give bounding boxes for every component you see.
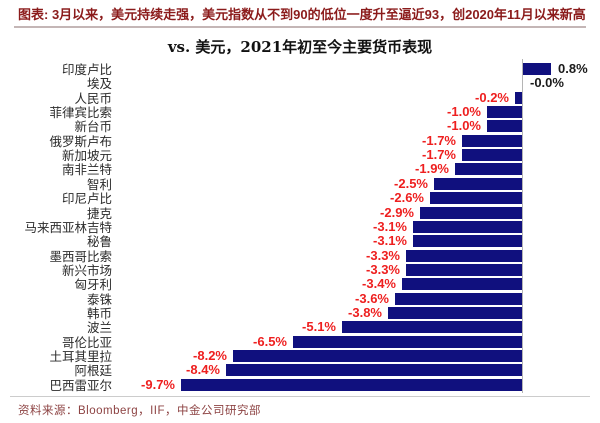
category-label: 阿根廷 [74,363,112,378]
category-label: 南非兰特 [61,162,112,177]
category-label: 新兴市场 [61,263,112,278]
bar [420,207,522,219]
caption-underline [14,26,586,28]
category-label: 人民币 [74,91,112,106]
bar [434,178,522,190]
category-label: 秘鲁 [86,234,112,249]
bar [413,235,522,247]
value-label: -1.7% [422,133,456,148]
value-label: -3.3% [366,248,400,263]
bar [487,106,522,118]
value-label: -3.3% [366,262,400,277]
value-label: -0.2% [475,90,509,105]
category-label: 印度卢比 [61,62,112,77]
category-label: 菲律宾比索 [49,105,112,120]
value-label: -9.7% [141,377,175,392]
value-label: -3.1% [373,233,407,248]
category-label: 埃及 [86,76,112,91]
value-label: -3.6% [355,291,389,306]
value-label: -1.0% [447,104,481,119]
bar [462,135,522,147]
source-note: 资料来源：Bloomberg，IIF，中金公司研究部 [18,405,262,417]
zero-axis-line [522,59,523,393]
category-label: 匈牙利 [74,277,112,292]
bar [406,250,522,262]
bar [226,364,522,376]
value-label: -1.7% [422,147,456,162]
chart-caption: 图表: 3月以来，美元持续走强，美元指数从不到90的低位一度升至逼近93，创20… [18,7,586,22]
bar [455,163,522,175]
value-label: -8.2% [193,348,227,363]
bar [342,321,522,333]
category-label: 新加坡元 [61,148,112,163]
bar [402,278,522,290]
bar [515,92,522,104]
category-label: 马来西亚林吉特 [24,220,112,235]
category-label: 哥伦比亚 [61,335,112,350]
bar [395,293,522,305]
bar [413,221,522,233]
value-label: -0.0% [530,75,564,90]
value-label: -2.9% [380,205,414,220]
bar [293,336,522,348]
bar [487,120,522,132]
chart-title: vs. 美元，2021年初至今主要货币表现 [167,38,433,56]
bar [388,307,522,319]
category-label: 泰铢 [86,292,112,307]
category-label: 巴西雷亚尔 [49,378,112,393]
value-label: -1.9% [415,161,449,176]
bar [430,192,522,204]
category-label: 波兰 [86,320,112,335]
category-label: 俄罗斯卢布 [49,134,112,149]
bar [523,63,551,75]
category-label: 捷克 [86,206,112,221]
category-label: 印尼卢比 [61,191,112,206]
category-label: 智利 [86,177,112,192]
bar [233,350,522,362]
value-label: -3.1% [373,219,407,234]
footer-divider [10,396,590,397]
category-label: 新台币 [74,119,112,134]
category-label: 韩币 [86,306,112,321]
value-label: -3.8% [348,305,382,320]
value-label: -3.4% [362,276,396,291]
bar-chart: 印度卢比 0.8% 埃及 -0.0% 人民币 -0.2% 菲律宾比索 -1.0% 新台币 -1.0… [0,59,600,396]
category-label: 墨西哥比索 [49,249,112,264]
value-label: -2.5% [394,176,428,191]
bar [181,379,522,391]
value-label: -6.5% [253,334,287,349]
value-label: -5.1% [302,319,336,334]
bar [406,264,522,276]
value-label: -1.0% [447,118,481,133]
value-label: -2.6% [390,190,424,205]
value-label: -8.4% [186,362,220,377]
value-label: 0.8% [558,61,588,76]
category-label: 土耳其里拉 [49,349,112,364]
bar [462,149,522,161]
